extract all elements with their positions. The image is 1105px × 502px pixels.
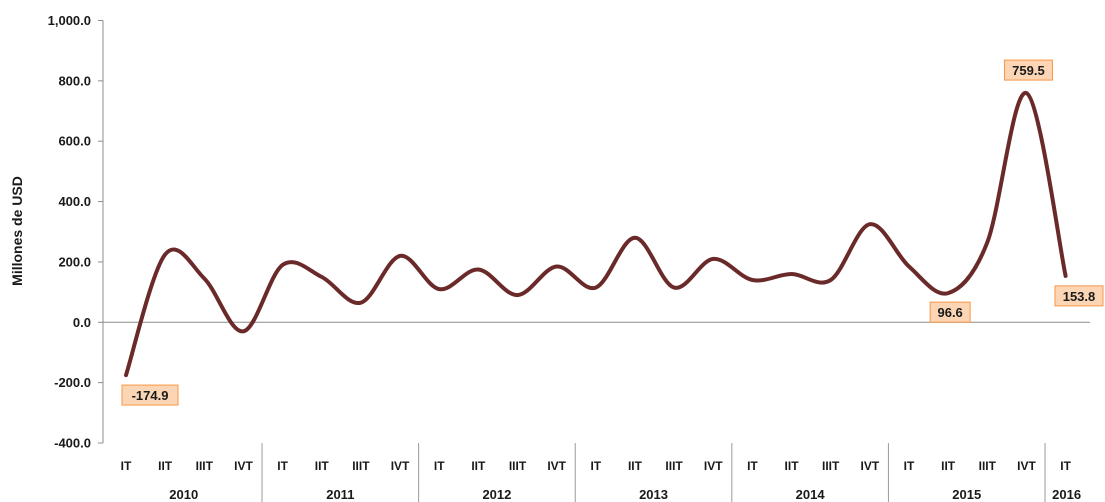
x-tick-label: IVT: [391, 459, 410, 473]
data-label-box: [121, 384, 179, 406]
data-label-box: [929, 301, 971, 323]
data-label: 759.5: [1012, 63, 1045, 78]
x-tick-label: IVT: [547, 459, 566, 473]
x-tick-label: IVT: [861, 459, 880, 473]
x-tick-label: IIT: [158, 459, 173, 473]
year-label: 2011: [326, 487, 354, 502]
year-label: 2016: [1052, 487, 1081, 502]
series-line: [124, 91, 1068, 378]
x-tick-label: IVT: [234, 459, 253, 473]
year-label: 2014: [796, 487, 826, 502]
year-label: 2012: [482, 487, 511, 502]
y-axis-label: Millones de USD: [9, 176, 25, 286]
y-tick-label: 1,000.0: [48, 13, 91, 28]
x-tick-label: IT: [904, 459, 915, 473]
year-label: 2010: [169, 487, 198, 502]
y-tick-label: 200.0: [58, 254, 91, 269]
year-label: 2013: [639, 487, 668, 502]
data-label-box: [1054, 285, 1104, 307]
y-tick-label: 400.0: [58, 194, 91, 209]
y-tick-label: -200.0: [54, 375, 91, 390]
x-tick-label: IIT: [785, 459, 800, 473]
x-tick-label: IT: [121, 459, 132, 473]
y-tick-label: -400.0: [54, 436, 91, 451]
x-tick-label: IT: [434, 459, 445, 473]
x-tick-label: IIT: [941, 459, 956, 473]
y-tick-label: 0.0: [73, 315, 91, 330]
y-tick-label: 800.0: [58, 73, 91, 88]
x-tick-label: IVT: [1017, 459, 1036, 473]
x-tick-label: IVT: [704, 459, 723, 473]
year-label: 2015: [952, 487, 981, 502]
x-tick-label: IIIT: [665, 459, 683, 473]
x-tick-label: IIT: [315, 459, 330, 473]
x-tick-label: IT: [590, 459, 601, 473]
data-label-box: [1003, 59, 1053, 81]
data-label: 153.8: [1063, 289, 1096, 304]
x-tick-label: IIIT: [509, 459, 527, 473]
data-label: 96.6: [937, 305, 962, 320]
x-tick-label: IIT: [628, 459, 643, 473]
x-tick-label: IIIT: [196, 459, 214, 473]
y-tick-label: 600.0: [58, 134, 91, 149]
x-tick-label: IT: [277, 459, 288, 473]
x-tick-label: IIIT: [822, 459, 840, 473]
x-tick-label: IT: [1060, 459, 1071, 473]
x-tick-label: IIIT: [979, 459, 997, 473]
x-tick-label: IT: [747, 459, 758, 473]
x-tick-label: IIIT: [352, 459, 370, 473]
data-label: -174.9: [132, 388, 169, 403]
x-tick-label: IIT: [471, 459, 486, 473]
